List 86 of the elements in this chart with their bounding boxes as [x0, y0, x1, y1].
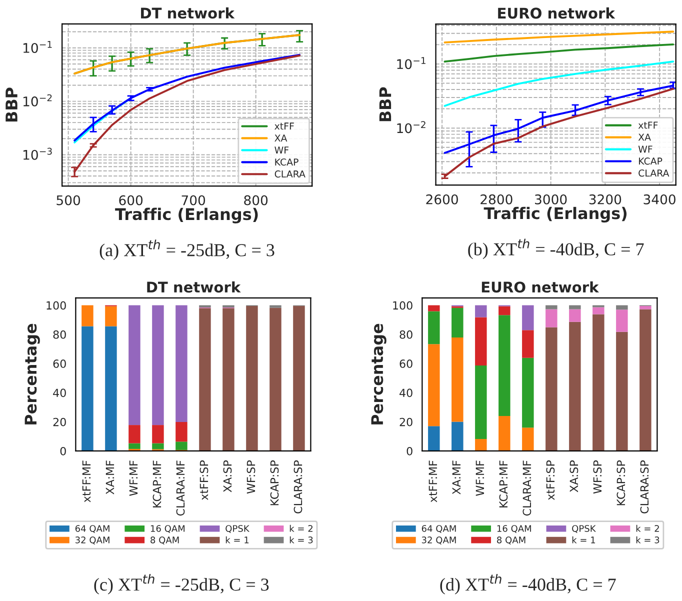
y-tick-label: 10$^{−1}$: [23, 41, 52, 53]
y-tick-label: 100: [46, 301, 66, 310]
x-tick-label: CLARA:SP: [640, 460, 649, 514]
legend-label: k = 3: [636, 536, 660, 544]
text: (d) XT$^{th}$ = -40dB, C = 7: [440, 574, 616, 594]
y-tick-label: 40: [400, 388, 412, 398]
legend-label: WF: [638, 146, 652, 153]
legend-label: WF: [274, 146, 289, 154]
y-tick-label: 20: [400, 418, 412, 426]
legend-label: CLARA: [638, 170, 670, 177]
x-tick-label: WF:MF: [476, 460, 484, 496]
x-tick-label: CLARA:SP: [294, 460, 302, 514]
y-tick-label: 0: [406, 446, 412, 456]
text: (b) XT$^{th}$ = -40dB, C = 7: [468, 238, 644, 260]
legend-label: XA: [638, 134, 651, 141]
y-tick-label: 80: [53, 330, 66, 339]
x-tick-label: WF:SP: [593, 460, 602, 494]
legend-label: KCAP: [639, 158, 662, 165]
x-tick-label: xtFF:MF: [82, 460, 91, 502]
x-axis-title: Traffic (Erlangs): [484, 206, 627, 222]
x-tick-label: 500: [56, 195, 80, 206]
legend-label: xtFF: [274, 122, 294, 130]
x-tick-label: 2600: [426, 194, 458, 204]
legend-label: CLARA: [274, 170, 306, 178]
legend-label: k = 3: [290, 536, 313, 544]
y-axis-title: BBP: [6, 88, 18, 122]
y-tick-label: 10$^{−1}$: [397, 57, 426, 70]
chart-title: EURO network: [498, 7, 616, 19]
x-tick-label: KCAP:SP: [616, 460, 626, 506]
x-tick-label: 3200: [589, 194, 622, 204]
y-tick-label: 10$^{−3}$: [23, 148, 52, 160]
y-tick-label: 10$^{−2}$: [23, 94, 52, 106]
legend-label: 64 QAM: [75, 525, 110, 533]
legend-label: KCAP: [275, 158, 298, 166]
x-tick-label: 3000: [535, 194, 567, 204]
legend-label: 8 QAM: [497, 536, 526, 544]
x-tick-label: 2800: [480, 194, 512, 204]
x-tick-label: CLARA:MF: [522, 460, 532, 516]
legend-label: xtFF: [638, 122, 658, 129]
chart-title: DT network: [141, 7, 235, 19]
text: (c) XT$^{th}$ = -25dB, C = 3: [94, 574, 269, 594]
x-tick-label: xtFF:SP: [546, 460, 555, 500]
y-axis-title: Percentage: [371, 324, 386, 424]
y-tick-label: 20: [53, 418, 66, 426]
legend-label: 16 QAM: [150, 525, 185, 533]
legend-label: 32 QAM: [76, 536, 110, 544]
x-tick-label: xtFF:SP: [200, 460, 208, 500]
y-tick-label: 60: [53, 360, 66, 368]
x-tick-label: 600: [119, 195, 143, 206]
x-tick-label: XA:MF: [106, 460, 114, 494]
legend-label: QPSK: [226, 525, 250, 533]
x-tick-label: WF:MF: [129, 460, 138, 496]
x-tick-label: CLARA:MF: [176, 460, 185, 516]
legend-label: k = 2: [290, 524, 312, 532]
x-tick-label: xtFF:MF: [428, 460, 437, 502]
y-tick-label: 80: [400, 330, 412, 339]
legend-label: k = 1: [226, 536, 249, 544]
text: (a) XT$^{th}$ = -25dB, C = 3: [100, 240, 274, 260]
x-tick-label: KCAP:MF: [152, 460, 162, 508]
legend-label: k = 1: [572, 536, 596, 544]
chart-title: EURO network: [482, 281, 600, 293]
y-tick-label: 60: [400, 360, 412, 368]
chart-title: DT network: [147, 281, 241, 293]
x-tick-label: KCAP:SP: [270, 460, 279, 506]
x-tick-label: WF:SP: [246, 460, 256, 494]
x-tick-label: 700: [182, 195, 206, 206]
x-tick-label: KCAP:MF: [499, 460, 508, 508]
legend-label: 16 QAM: [497, 525, 531, 533]
y-axis-title: BBP: [379, 87, 392, 122]
x-tick-label: 800: [244, 195, 268, 206]
legend-label: XA: [274, 134, 288, 142]
x-tick-label: XA:SP: [223, 460, 232, 492]
y-tick-label: 40: [53, 388, 66, 398]
x-tick-label: XA:SP: [570, 460, 578, 492]
y-tick-label: 0: [60, 446, 66, 456]
legend-label: QPSK: [572, 525, 596, 533]
legend-label: 8 QAM: [150, 536, 179, 544]
legend-label: k = 2: [636, 524, 659, 532]
x-axis-title: Traffic (Erlangs): [115, 208, 258, 224]
y-axis-title: Percentage: [24, 324, 40, 424]
x-tick-label: 3400: [644, 194, 676, 204]
y-tick-label: 10$^{−2}$: [397, 121, 426, 134]
y-tick-label: 100: [393, 301, 412, 310]
legend-label: 64 QAM: [422, 525, 456, 533]
legend-label: 32 QAM: [422, 536, 456, 544]
x-tick-label: XA:MF: [452, 460, 460, 494]
